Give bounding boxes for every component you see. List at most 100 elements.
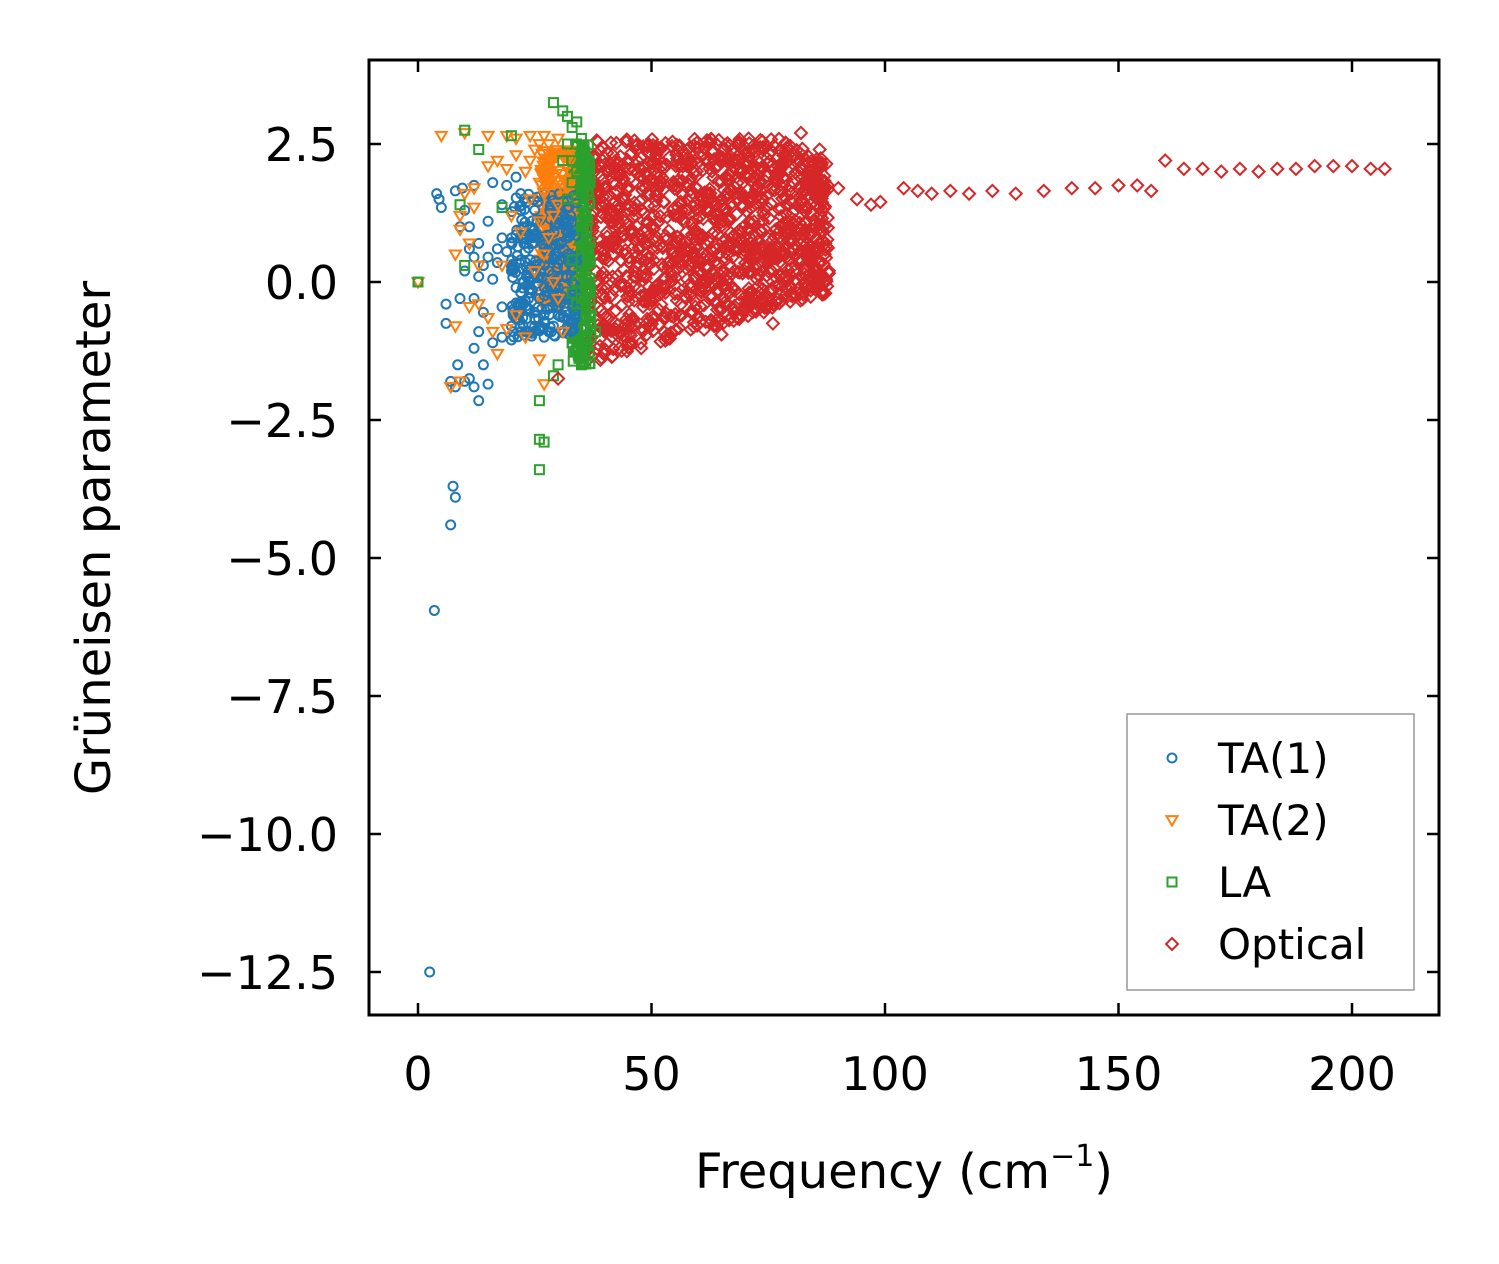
- plot-area: [410, 97, 1393, 978]
- band-point: [763, 283, 779, 299]
- band-point: [651, 317, 667, 332]
- band-point: [706, 170, 721, 185]
- data-point: [473, 395, 485, 407]
- data-point: [1325, 158, 1341, 174]
- band-point: [518, 276, 530, 288]
- band-point: [617, 175, 633, 191]
- band-point: [692, 194, 708, 210]
- legend-entry-optical: Optical: [1164, 920, 1366, 969]
- data-point: [496, 331, 508, 343]
- data-point: [580, 287, 592, 299]
- band-point: [700, 152, 716, 168]
- band-point: [711, 132, 727, 148]
- band-point: [661, 223, 677, 239]
- band-point: [619, 289, 635, 304]
- band-point: [814, 287, 830, 302]
- data-point: [532, 354, 547, 367]
- band-point: [743, 200, 759, 216]
- data-point: [480, 161, 496, 174]
- band-point: [517, 319, 529, 331]
- band-point: [628, 208, 644, 224]
- data-point: [555, 183, 571, 196]
- data-point: [1064, 180, 1080, 196]
- band-point: [767, 222, 783, 238]
- band-point: [693, 187, 709, 203]
- data-point: [1344, 158, 1360, 174]
- data-point: [585, 331, 597, 343]
- data-point: [812, 142, 828, 157]
- band-point: [642, 186, 658, 202]
- band-point: [681, 258, 697, 274]
- band-point: [604, 231, 620, 247]
- data-point: [1195, 161, 1210, 177]
- band-point: [738, 245, 754, 260]
- y-tick-label: −10.0: [197, 808, 338, 862]
- data-point: [508, 150, 524, 163]
- data-point: [896, 180, 912, 196]
- band-point: [707, 254, 723, 270]
- data-point: [1143, 183, 1159, 199]
- data-point: [561, 193, 573, 205]
- band-point: [768, 247, 784, 263]
- band-point: [666, 201, 682, 216]
- data-point: [529, 306, 541, 318]
- x-tick-label: 0: [403, 1047, 432, 1101]
- band-point: [548, 226, 560, 238]
- data-point: [536, 130, 552, 144]
- data-point: [496, 232, 508, 244]
- band-point: [707, 160, 723, 176]
- data-point: [477, 359, 489, 371]
- band-point: [727, 263, 742, 279]
- band-point: [633, 335, 648, 351]
- band-point: [711, 256, 727, 272]
- data-point: [961, 186, 977, 202]
- band-point: [785, 205, 801, 221]
- band-point: [702, 181, 718, 197]
- data-point: [504, 210, 519, 224]
- band-point: [731, 264, 747, 280]
- data-point: [447, 480, 459, 492]
- band-point: [788, 165, 804, 180]
- data-point: [518, 332, 533, 345]
- data-point: [529, 259, 541, 271]
- band-point: [603, 214, 619, 230]
- band-point: [594, 350, 609, 366]
- data-point: [566, 337, 578, 349]
- band-point: [645, 137, 661, 153]
- band-point: [660, 327, 675, 343]
- band-point: [807, 259, 823, 275]
- band-point: [633, 322, 649, 338]
- band-point: [750, 278, 766, 294]
- data-point: [515, 254, 527, 266]
- data-point: [1036, 183, 1052, 199]
- band-point: [633, 268, 649, 284]
- band-point: [767, 173, 783, 189]
- x-tick-label: 100: [841, 1047, 929, 1101]
- band-point: [743, 247, 759, 263]
- data-point: [566, 287, 578, 299]
- band-point: [598, 196, 614, 212]
- band-point: [777, 268, 793, 284]
- band-point: [667, 277, 683, 293]
- data-point: [510, 171, 522, 183]
- legend-marker: [1164, 815, 1180, 828]
- band-point: [611, 328, 626, 344]
- data-point: [571, 166, 583, 178]
- band-point: [785, 194, 801, 210]
- band-point: [583, 155, 595, 167]
- band-point: [668, 208, 684, 224]
- band-point: [653, 139, 669, 155]
- band-point: [718, 137, 733, 153]
- data-point: [524, 221, 536, 233]
- data-point: [765, 315, 781, 331]
- band-point: [623, 337, 639, 353]
- data-point: [552, 359, 564, 371]
- band-point: [641, 292, 657, 307]
- data-point: [536, 188, 552, 202]
- band-point: [695, 230, 710, 246]
- band-point: [611, 325, 627, 341]
- band-point: [684, 303, 700, 319]
- data-point: [580, 210, 592, 222]
- data-point: [575, 132, 587, 144]
- band-point: [808, 166, 824, 182]
